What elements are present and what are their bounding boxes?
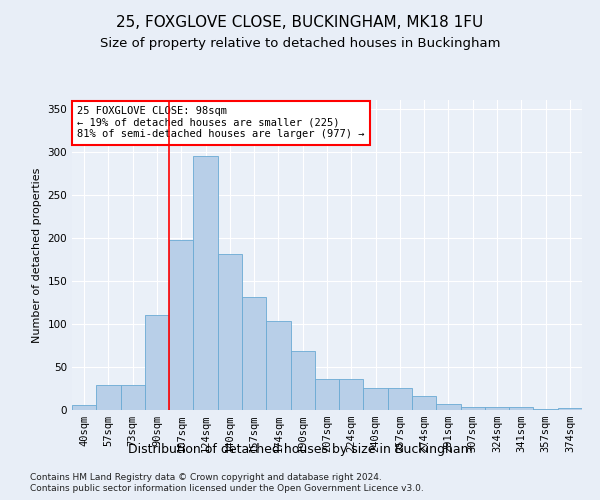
- Bar: [558, 408, 582, 410]
- Bar: [436, 404, 461, 410]
- Text: 25 FOXGLOVE CLOSE: 98sqm
← 19% of detached houses are smaller (225)
81% of semi-: 25 FOXGLOVE CLOSE: 98sqm ← 19% of detach…: [77, 106, 365, 140]
- Text: Contains public sector information licensed under the Open Government Licence v3: Contains public sector information licen…: [30, 484, 424, 493]
- Bar: [145, 316, 169, 410]
- Bar: [315, 379, 339, 410]
- Bar: [193, 156, 218, 410]
- Bar: [266, 322, 290, 410]
- Text: Size of property relative to detached houses in Buckingham: Size of property relative to detached ho…: [100, 38, 500, 51]
- Bar: [339, 379, 364, 410]
- Bar: [485, 406, 509, 410]
- Bar: [412, 396, 436, 410]
- Bar: [388, 388, 412, 410]
- Bar: [169, 240, 193, 410]
- Bar: [218, 254, 242, 410]
- Bar: [364, 388, 388, 410]
- Bar: [121, 385, 145, 410]
- Bar: [533, 409, 558, 410]
- Text: 25, FOXGLOVE CLOSE, BUCKINGHAM, MK18 1FU: 25, FOXGLOVE CLOSE, BUCKINGHAM, MK18 1FU: [116, 15, 484, 30]
- Bar: [72, 405, 96, 410]
- Y-axis label: Number of detached properties: Number of detached properties: [32, 168, 42, 342]
- Text: Distribution of detached houses by size in Buckingham: Distribution of detached houses by size …: [128, 442, 472, 456]
- Bar: [242, 297, 266, 410]
- Text: Contains HM Land Registry data © Crown copyright and database right 2024.: Contains HM Land Registry data © Crown c…: [30, 472, 382, 482]
- Bar: [461, 406, 485, 410]
- Bar: [509, 406, 533, 410]
- Bar: [290, 352, 315, 410]
- Bar: [96, 385, 121, 410]
